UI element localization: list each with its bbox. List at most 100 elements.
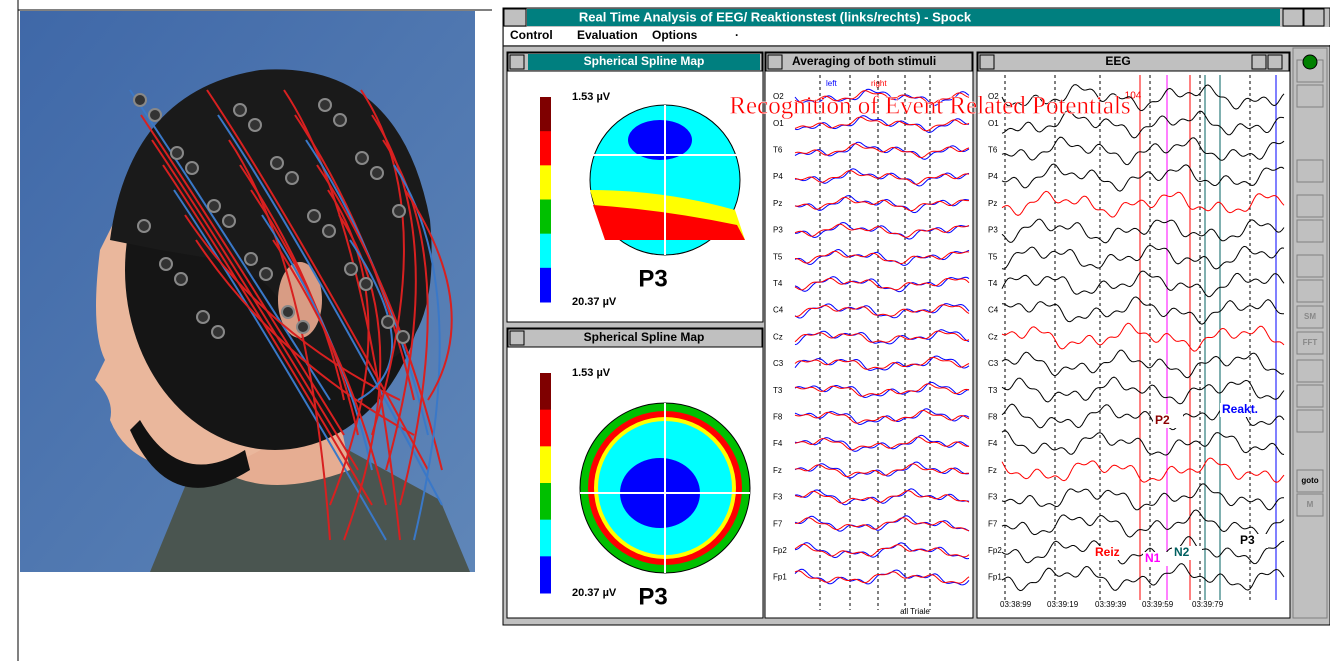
channel-label: Fz — [988, 466, 997, 475]
electrode — [282, 306, 294, 318]
colorbar-segment — [540, 556, 551, 593]
menu-item[interactable]: Control — [510, 28, 553, 42]
menu-item[interactable]: Evaluation — [577, 28, 638, 42]
channel-label: F4 — [988, 439, 998, 448]
channel-label: O1 — [988, 119, 999, 128]
colorbar-segment — [540, 483, 551, 520]
tool-button[interactable] — [1297, 410, 1323, 432]
electrode — [345, 263, 357, 275]
electrode — [323, 225, 335, 237]
channel-label: Fp1 — [773, 573, 787, 582]
electrode — [308, 210, 320, 222]
channel-label: F8 — [988, 413, 998, 422]
electrode — [197, 311, 209, 323]
tool-button[interactable] — [1297, 195, 1323, 217]
channel-label: Fp1 — [988, 573, 1002, 582]
colorbar-segment — [540, 446, 551, 483]
tool-label: SM — [1304, 312, 1316, 321]
menu-item[interactable]: · — [735, 28, 739, 42]
time-label: 03:38:99 — [1000, 600, 1032, 609]
panel-title: Averaging of both stimuli — [792, 54, 936, 68]
channel-label: T6 — [988, 146, 998, 155]
channel-label: Fz — [773, 466, 782, 475]
panel-menu-button[interactable] — [510, 55, 524, 69]
colorbar-segment — [540, 410, 551, 447]
electrode — [160, 258, 172, 270]
channel-label: T5 — [988, 252, 998, 261]
electrode — [397, 331, 409, 343]
restore-button[interactable] — [1304, 9, 1324, 26]
electrode — [134, 94, 146, 106]
menu-item[interactable]: Options — [652, 28, 698, 42]
tool-button[interactable] — [1297, 255, 1323, 277]
panel-dropdown-button[interactable] — [1252, 55, 1266, 69]
channel-label: T4 — [988, 279, 998, 288]
page: Real Time Analysis of EEG/ Reaktionstest… — [0, 0, 1330, 661]
electrode — [149, 109, 161, 121]
tool-button[interactable] — [1297, 360, 1323, 382]
panel-maximize-button[interactable] — [1268, 55, 1282, 69]
electrode — [212, 326, 224, 338]
electrode — [371, 167, 383, 179]
channel-label: T5 — [773, 252, 783, 261]
tool-button[interactable] — [1297, 160, 1323, 182]
panel-menu-button[interactable] — [980, 55, 994, 69]
electrode — [138, 220, 150, 232]
legend-left: left — [826, 79, 837, 88]
tool-button[interactable] — [1297, 385, 1323, 407]
tool-label: FFT — [1303, 338, 1318, 347]
panel-menu-button[interactable] — [768, 55, 782, 69]
electrode — [286, 172, 298, 184]
electrode — [234, 104, 246, 116]
electrode — [175, 273, 187, 285]
channel-label: T6 — [773, 146, 783, 155]
electrode — [393, 205, 405, 217]
time-label: 03:39:19 — [1047, 600, 1079, 609]
annotation: N1 — [1145, 551, 1161, 565]
panel-title: Spherical Spline Map — [584, 54, 705, 68]
electrode — [319, 99, 331, 111]
minimize-button[interactable] — [1283, 9, 1303, 26]
app-window: Real Time Analysis of EEG/ Reaktionstest… — [503, 8, 1330, 625]
electrode — [334, 114, 346, 126]
tool-button[interactable] — [1297, 220, 1323, 242]
channel-label: C3 — [988, 359, 999, 368]
channel-label: F3 — [988, 493, 998, 502]
tool-button[interactable] — [1297, 85, 1323, 107]
window-title: Real Time Analysis of EEG/ Reaktionstest… — [579, 9, 972, 24]
channel-label: F4 — [773, 439, 783, 448]
panel-footer: all Triale — [900, 607, 930, 616]
electrode — [260, 268, 272, 280]
annotation: Reiz — [1095, 545, 1120, 559]
electrode — [356, 152, 368, 164]
electrode — [186, 162, 198, 174]
map-label: P3 — [638, 265, 667, 292]
channel-label: F7 — [988, 519, 998, 528]
electrode — [360, 278, 372, 290]
channel-label: Cz — [773, 332, 783, 341]
annotation: P2 — [1155, 413, 1170, 427]
electrode — [245, 253, 257, 265]
channel-label: T3 — [773, 386, 783, 395]
system-menu-button[interactable] — [504, 9, 526, 26]
electrode — [249, 119, 261, 131]
channel-label: Fp2 — [773, 546, 787, 555]
channel-label: T4 — [773, 279, 783, 288]
photo — [20, 11, 475, 572]
colorbar-segment — [540, 97, 551, 132]
annotation: Reakt. — [1222, 402, 1258, 416]
channel-label: F8 — [773, 413, 783, 422]
averaging-panel — [765, 52, 973, 618]
electrode — [208, 200, 220, 212]
channel-label: P3 — [773, 226, 783, 235]
channel-label: O1 — [773, 119, 784, 128]
channel-label: P4 — [773, 172, 783, 181]
map-label: P3 — [638, 583, 667, 610]
panel-menu-button[interactable] — [510, 331, 524, 345]
channel-label: Fp2 — [988, 546, 1002, 555]
channel-label: P4 — [988, 172, 998, 181]
scale-top: 1.53 µV — [572, 367, 611, 379]
tool-button[interactable] — [1297, 280, 1323, 302]
tool-label: goto — [1301, 476, 1318, 485]
channel-label: Pz — [773, 199, 782, 208]
